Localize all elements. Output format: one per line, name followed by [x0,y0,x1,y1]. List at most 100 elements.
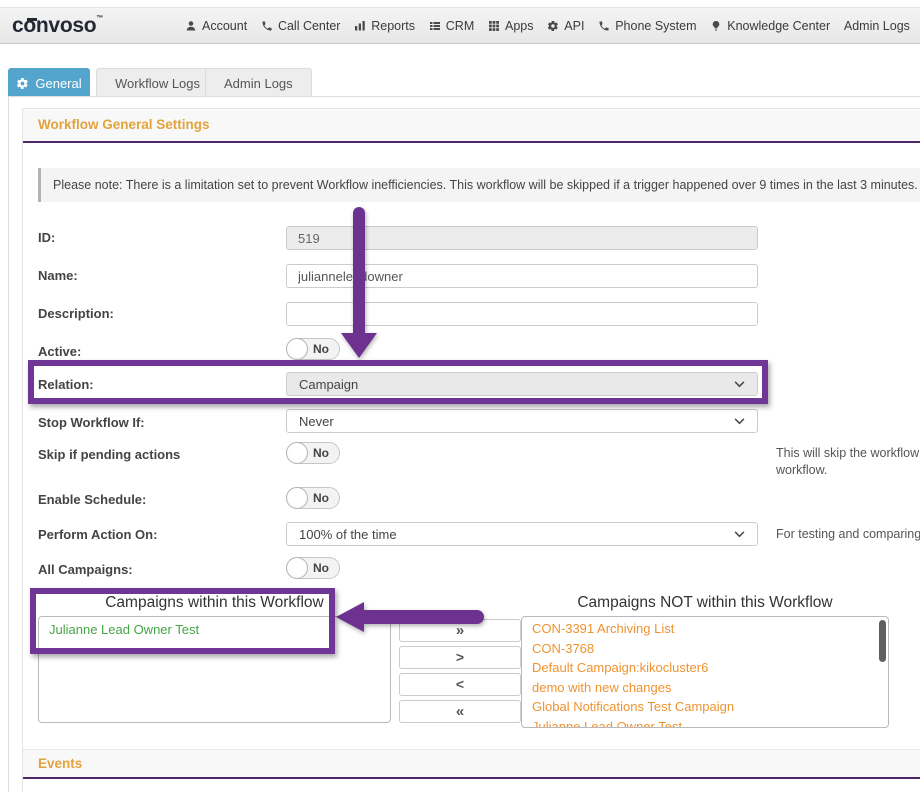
nav-label: Account [202,18,248,33]
brand-logo[interactable]: convoso ™ [12,14,103,38]
toggle-state: No [313,342,329,356]
chevron-down-icon [734,380,745,387]
active-label: Active: [38,344,82,359]
lightbulb-icon [712,20,720,31]
nav-label: Call Center [277,18,341,33]
grid-icon [489,20,499,31]
nav-label: API [564,18,585,33]
panel-header: Workflow General Settings [23,109,920,143]
toggle-state: No [313,491,329,505]
nav-item-api[interactable]: API [547,19,584,33]
limitation-notice: Please note: There is a limitation set t… [38,168,920,202]
perform-action-on-selected-value: 100% of the time [299,526,397,542]
list-item[interactable]: CON-3391 Archiving List [532,621,675,636]
nav-menu: Account Call Center Reports CRM Apps API [185,8,910,43]
top-navbar: convoso ™ Account Call Center Reports CRM… [0,7,920,44]
skip-if-pending-help-line1: This will skip the workflow if th [776,446,920,460]
nav-item-crm[interactable]: CRM [429,19,474,33]
nav-item-admin-logs[interactable]: Admin Logs [844,19,910,33]
panel-title: Workflow General Settings [38,117,210,132]
list-item[interactable]: demo with new changes [532,679,672,695]
user-icon [186,20,196,30]
stop-workflow-if-selected-value: Never [299,413,334,429]
tab-label: Workflow Logs [115,76,201,91]
events-header: Events [23,749,920,779]
campaigns-within-title: Campaigns within this Workflow [105,594,324,611]
nav-item-call-center[interactable]: Call Center [261,18,341,33]
move-all-right-button[interactable]: » [399,619,521,642]
nav-label: Knowledge Center [727,18,831,33]
list-item[interactable]: Default Campaign:kikocluster6 [532,660,709,675]
move-left-button[interactable]: < [399,673,521,696]
tab-label: Admin Logs [224,76,293,91]
list-item[interactable]: Julianne Lead Owner Test [49,622,200,637]
tab-workflow-logs[interactable]: Workflow Logs [96,68,220,97]
move-right-button[interactable]: > [399,646,521,669]
toggle-knob [286,487,308,509]
list-item[interactable]: CON-3768 [532,640,595,656]
logo-macron-bar [26,18,37,21]
events-title: Events [38,756,83,771]
relation-label: Relation: [38,377,94,392]
perform-action-on-select[interactable]: 100% of the time [286,522,758,546]
enable-schedule-toggle[interactable]: No [286,487,340,509]
campaigns-within-list[interactable]: Julianne Lead Owner Test [38,616,391,723]
nav-label: Phone System [615,18,697,33]
gear-icon [548,20,559,31]
toggle-state: No [313,446,329,460]
active-toggle[interactable]: No [286,338,340,360]
trademark-symbol: ™ [96,15,103,22]
campaigns-not-within-title: Campaigns NOT within this Workflow [577,594,833,611]
scrollbar-thumb[interactable] [879,620,886,662]
nav-item-knowledge-center[interactable]: Knowledge Center [710,19,830,33]
workflow-settings-panel: Workflow General Settings Please note: T… [22,108,920,792]
skip-if-pending-label: Skip if pending actions [38,447,181,462]
nav-label: Reports [371,18,416,33]
description-field[interactable] [286,302,758,326]
perform-action-on-label: Perform Action On: [38,527,158,542]
tab-content: Workflow General Settings Please note: T… [8,96,920,792]
nav-label: Apps [505,18,534,33]
list-icon [429,21,440,30]
chevron-down-icon [734,417,745,424]
phone-icon [599,21,609,30]
id-field [286,226,758,250]
tab-admin-logs[interactable]: Admin Logs [205,68,312,97]
description-label: Description: [38,306,114,321]
all-campaigns-toggle[interactable]: No [286,557,340,579]
skip-if-pending-toggle[interactable]: No [286,442,340,464]
stop-workflow-if-label: Stop Workflow If: [38,415,145,430]
toggle-knob [286,557,308,579]
nav-item-apps[interactable]: Apps [488,19,534,33]
name-field[interactable] [286,264,758,288]
nav-item-phone-system[interactable]: Phone System [598,18,697,33]
gears-icon [17,77,29,89]
nav-label: CRM [445,18,475,33]
list-item[interactable]: Julianne Lead Owner Test [532,718,683,728]
campaigns-not-within-list[interactable]: CON-3391 Archiving List CON-3768 Default… [521,616,889,728]
toggle-knob [286,442,308,464]
relation-selected-value: Campaign [299,376,359,392]
toggle-knob [286,338,308,360]
relation-select[interactable]: Campaign [286,372,758,396]
all-campaigns-label: All Campaigns: [38,562,133,577]
tab-general[interactable]: General [8,68,90,97]
nav-item-reports[interactable]: Reports [354,19,415,33]
name-label: Name: [38,268,78,283]
tab-label: General [35,75,82,91]
phone-icon [262,21,272,30]
nav-label: Admin Logs [843,18,910,33]
list-item[interactable]: Global Notifications Test Campaign [532,699,735,714]
nav-item-account[interactable]: Account [185,19,247,33]
perform-action-on-help: For testing and comparing the [776,527,920,541]
stop-workflow-if-select[interactable]: Never [286,409,758,433]
move-all-left-button[interactable]: « [399,700,521,723]
bar-chart-icon [355,20,365,30]
id-label: ID: [38,230,56,245]
toggle-state: No [313,561,329,575]
brand-logo-text: convoso [12,14,97,37]
skip-if-pending-help-line2: workflow. [776,463,828,477]
chevron-down-icon [734,530,745,537]
enable-schedule-label: Enable Schedule: [38,492,147,507]
